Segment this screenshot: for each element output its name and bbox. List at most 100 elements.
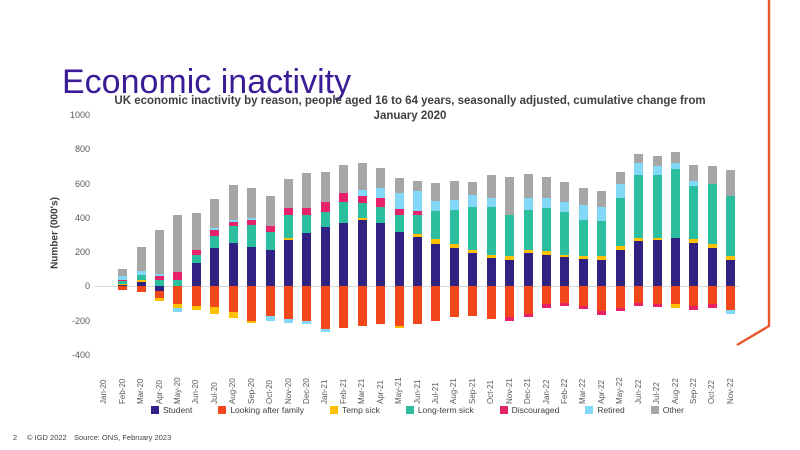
- bar-segment-discouraged: [284, 207, 293, 216]
- bar-segment-retired: [449, 199, 459, 211]
- x-tick-label: Apr-22: [596, 379, 606, 404]
- bar-segment-student: [560, 257, 570, 287]
- x-tick-label: Jun-21: [412, 379, 422, 404]
- bar-segment-discouraged: [615, 307, 625, 312]
- bar-segment-retired: [523, 198, 533, 211]
- bar-segment-looking-after-family: [247, 286, 257, 321]
- legend-item-discouraged: Discouraged: [499, 405, 559, 415]
- bar-segment-long-term-sick: [173, 279, 183, 287]
- bar-segment-discouraged: [376, 198, 386, 207]
- bar-segment-other: [210, 199, 220, 229]
- bar-segment-student: [449, 247, 459, 287]
- bar-segment-discouraged: [707, 304, 717, 308]
- bar-segment-retired: [376, 187, 386, 199]
- bar-segment-looking-after-family: [671, 286, 680, 305]
- bar-segment-retired: [210, 228, 220, 230]
- bar-segment-long-term-sick: [228, 226, 238, 243]
- bar-segment-discouraged: [689, 306, 699, 310]
- y-axis-title: Number (000's): [49, 197, 61, 269]
- bar-segment-long-term-sick: [615, 198, 625, 247]
- bar-segment-temp-sick: [707, 244, 717, 248]
- x-tick-label: Jul-21: [430, 382, 440, 404]
- bar-segment-long-term-sick: [394, 215, 404, 232]
- bar-segment-retired: [578, 205, 588, 220]
- bar-segment-discouraged: [265, 225, 275, 232]
- bar-segment-student: [634, 241, 644, 287]
- x-tick-label: Jan-20: [99, 379, 109, 404]
- x-tick-label: Oct-21: [486, 379, 496, 404]
- bar-segment-looking-after-family: [302, 286, 312, 321]
- bar-segment-temp-sick: [191, 306, 201, 310]
- x-tick-label: Feb-22: [559, 378, 569, 404]
- bar-segment-student: [376, 223, 386, 287]
- bar-segment-student: [597, 259, 607, 287]
- x-tick-label: Aug-22: [670, 378, 680, 404]
- legend-label: Temp sick: [342, 405, 380, 415]
- bar-segment-temp-sick: [284, 237, 293, 241]
- legend-label: Looking after family: [230, 405, 305, 415]
- bar-segment-long-term-sick: [118, 281, 128, 284]
- bar-segment-looking-after-family: [228, 286, 238, 313]
- x-tick-label: Nov-22: [725, 378, 735, 404]
- bar-segment-retired: [560, 201, 570, 212]
- bar-segment-student: [265, 249, 275, 287]
- y-tick-label: 800: [74, 144, 90, 155]
- bar-segment-discouraged: [320, 201, 330, 212]
- legend-label: Retired: [597, 405, 625, 415]
- bar-segment-student: [357, 220, 367, 287]
- bar-segment-retired: [652, 165, 662, 175]
- bar-segment-temp-sick: [505, 256, 515, 260]
- bar-segment-student: [689, 242, 699, 287]
- bar-segment-temp-sick: [542, 251, 551, 255]
- x-tick-label: May-20: [172, 377, 182, 404]
- bar-segment-long-term-sick: [136, 275, 146, 281]
- bar-segment-retired: [155, 274, 164, 277]
- bar-segment-looking-after-family: [394, 286, 404, 326]
- bar-segment-temp-sick: [228, 312, 238, 319]
- page-number: 2: [13, 433, 18, 442]
- x-tick-label: Apr-20: [154, 379, 164, 404]
- x-tick-label: Jun-22: [633, 379, 643, 404]
- bar-segment-long-term-sick: [505, 215, 515, 257]
- bar-segment-student: [523, 253, 533, 287]
- bar-segment-looking-after-family: [191, 286, 201, 307]
- x-tick-label: Sep-21: [467, 378, 477, 404]
- bar-segment-retired: [671, 163, 680, 169]
- bar-segment-looking-after-family: [468, 286, 478, 316]
- bar-segment-other: [652, 156, 662, 166]
- bar-segment-looking-after-family: [136, 286, 146, 293]
- chart-title: UK economic inactivity by reason, people…: [114, 95, 706, 122]
- bar-segment-discouraged: [652, 304, 662, 307]
- bar-segment-student: [578, 259, 588, 287]
- bar-segment-retired: [320, 329, 330, 332]
- bar-segment-long-term-sick: [284, 215, 293, 238]
- legend-swatch-icon: [405, 406, 414, 414]
- x-tick-label: Jul-20: [209, 382, 219, 404]
- bar-segment-long-term-sick: [597, 221, 607, 257]
- bar-segment-temp-sick: [357, 217, 367, 221]
- bar-segment-other: [394, 178, 404, 193]
- legend-item-looking-after-family: Looking after family: [218, 405, 304, 415]
- bar-segment-student: [136, 282, 146, 287]
- bar-segment-other: [486, 175, 496, 199]
- bar-segment-long-term-sick: [357, 203, 367, 218]
- bar-segment-student: [413, 236, 422, 287]
- x-tick-label: Aug-21: [449, 378, 459, 404]
- bar-segment-temp-sick: [597, 256, 607, 260]
- bar-segment-student: [191, 263, 201, 287]
- legend-swatch-icon: [499, 406, 508, 414]
- x-tick-label: May-22: [615, 377, 625, 404]
- y-tick-label: 1000: [69, 110, 90, 120]
- bar-segment-retired: [726, 309, 736, 314]
- bar-segment-student: [505, 259, 515, 287]
- bar-segment-other: [431, 182, 441, 201]
- bar-segment-other: [615, 171, 625, 184]
- bar-segment-student: [615, 250, 625, 287]
- bar-segment-other: [155, 229, 164, 275]
- legend-item-long-term-sick: Long-term sick: [405, 405, 474, 415]
- bar-segment-student: [302, 233, 312, 287]
- bar-segment-temp-sick: [560, 254, 570, 258]
- bar-segment-other: [265, 196, 275, 226]
- bar-segment-other: [468, 181, 478, 195]
- legend-label: Other: [662, 405, 684, 415]
